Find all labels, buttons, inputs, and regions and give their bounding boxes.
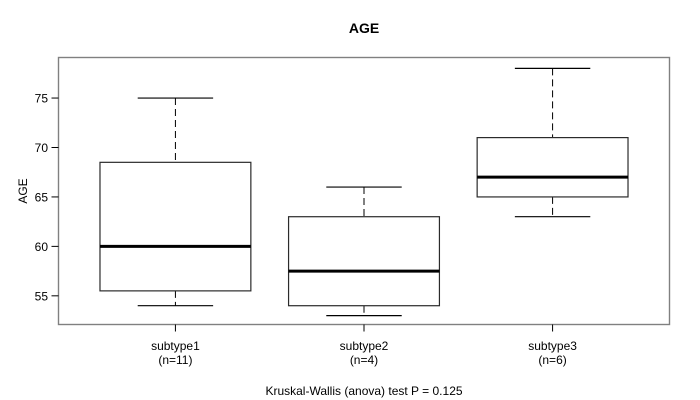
x-category-label: subtype3: [528, 339, 577, 353]
boxplot-subtype1: subtype1(n=11): [99, 97, 252, 367]
y-tick-label: 75: [35, 92, 49, 106]
y-tick-label: 65: [35, 190, 49, 204]
x-category-count: (n=6): [538, 353, 566, 367]
y-tick-label: 60: [35, 240, 49, 254]
annotation-text: Kruskal-Wallis (anova) test P = 0.125: [265, 384, 462, 398]
iqr-box: [287, 216, 441, 307]
iqr-box: [99, 161, 252, 292]
y-axis-title: AGE: [16, 178, 30, 203]
plot-content: 5560657075subtype1(n=11)subtype2(n=4)sub…: [35, 67, 629, 367]
y-tick-label: 70: [35, 141, 49, 155]
x-category-count: (n=4): [350, 353, 378, 367]
chart-title: AGE: [349, 20, 379, 36]
y-tick-label: 55: [35, 289, 49, 303]
boxplot-subtype2: subtype2(n=4): [287, 186, 441, 367]
x-category-label: subtype2: [340, 339, 389, 353]
boxplot-subtype3: subtype3(n=6): [476, 67, 629, 367]
x-category-label: subtype1: [151, 339, 200, 353]
x-category-count: (n=11): [158, 353, 192, 367]
iqr-box: [476, 137, 629, 198]
